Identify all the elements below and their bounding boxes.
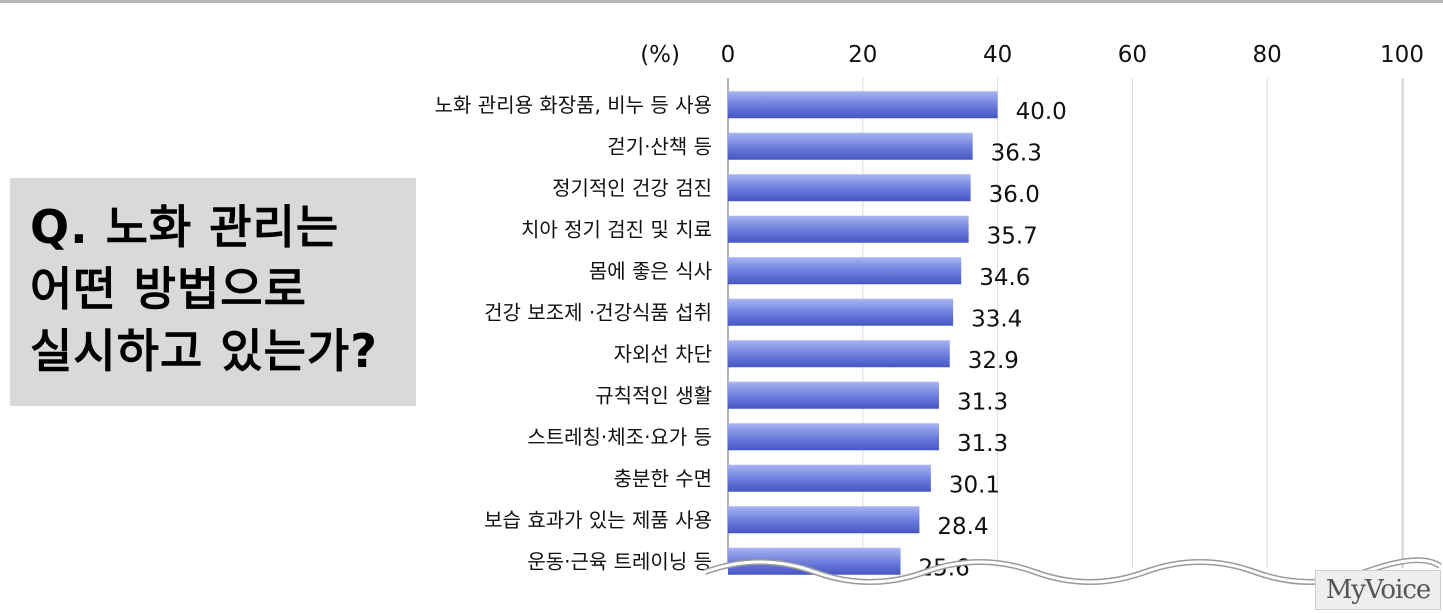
bar xyxy=(728,506,920,534)
category-label: 정기적인 건강 검진 xyxy=(552,176,712,200)
bar xyxy=(728,91,998,119)
category-label: 자외선 차단 xyxy=(614,342,712,366)
bar xyxy=(728,340,950,368)
value-label: 36.0 xyxy=(989,182,1040,208)
myvoice-logo: MyVoice xyxy=(1315,570,1441,610)
category-label: 걷기·산책 등 xyxy=(607,134,712,158)
bar xyxy=(728,381,939,409)
bar xyxy=(728,215,969,243)
question-line-1: Q. 노화 관리는 xyxy=(30,200,340,254)
question-line-2: 어떤 방법으로 xyxy=(30,262,307,316)
value-label: 31.3 xyxy=(957,389,1008,415)
bar xyxy=(728,423,939,451)
category-label: 스트레칭·체조·요가 등 xyxy=(527,425,712,449)
value-label: 31.3 xyxy=(957,431,1008,457)
value-label: 28.4 xyxy=(937,514,988,540)
bars xyxy=(728,91,998,575)
category-label: 운동·근육 트레이닝 등 xyxy=(527,549,712,573)
bar xyxy=(728,464,931,492)
value-label: 40.0 xyxy=(1016,99,1067,125)
x-tick-label: 100 xyxy=(1380,42,1424,68)
question-line-3: 실시하고 있는가? xyxy=(30,324,378,378)
value-label: 35.7 xyxy=(987,223,1038,249)
x-tick-label: 80 xyxy=(1253,42,1282,68)
category-label: 규칙적인 생활 xyxy=(595,383,712,407)
category-label: 노화 관리용 화장품, 비누 등 사용 xyxy=(435,93,712,117)
category-label: 몸에 좋은 식사 xyxy=(589,259,712,283)
category-label: 보습 효과가 있는 제품 사용 xyxy=(484,508,712,532)
value-label: 34.6 xyxy=(979,265,1030,291)
value-label: 36.3 xyxy=(991,140,1042,166)
value-label: 33.4 xyxy=(971,306,1022,332)
bar xyxy=(728,132,973,160)
category-label: 치아 정기 검진 및 치료 xyxy=(521,217,712,241)
question-box: Q. 노화 관리는 어떤 방법으로 실시하고 있는가? xyxy=(10,178,416,406)
x-axis-ticks: 0 20 40 60 80 100 xyxy=(721,42,1424,68)
bar xyxy=(728,298,954,326)
x-tick-label: 0 xyxy=(721,42,736,68)
bar xyxy=(728,174,971,202)
category-label: 건강 보조제 ·건강식품 섭취 xyxy=(484,300,712,324)
unit-label: (%) xyxy=(640,42,680,68)
x-tick-label: 20 xyxy=(848,42,877,68)
x-tick-label: 40 xyxy=(983,42,1012,68)
bar xyxy=(728,257,962,285)
value-labels: 40.0 36.3 36.0 35.7 34.6 33.4 32.9 31.3 31.3 30.1… xyxy=(919,99,1067,582)
value-label: 32.9 xyxy=(968,348,1019,374)
x-tick-label: 60 xyxy=(1118,42,1147,68)
category-label: 충분한 수면 xyxy=(614,466,712,490)
value-label: 30.1 xyxy=(949,472,1000,498)
top-rule xyxy=(0,0,1443,3)
